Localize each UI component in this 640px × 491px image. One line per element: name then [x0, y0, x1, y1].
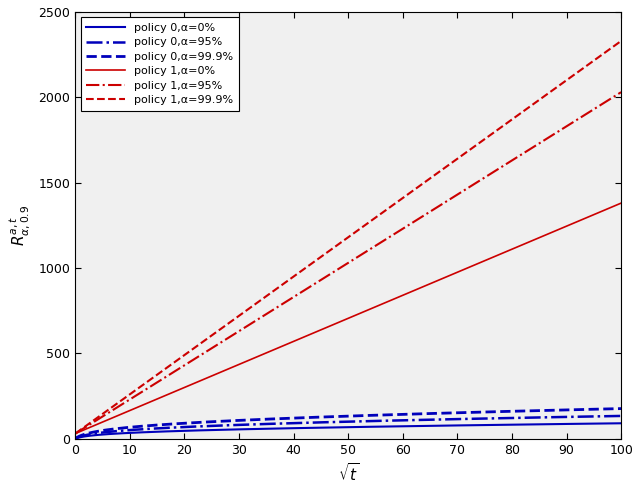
policy 0,α=95% — [72, 436, 79, 441]
policy 0,α=99.9% — [588, 407, 596, 412]
Legend: policy 0,α=0%, policy 0,α=95%, policy 0,α=99.9%, policy 1,α=0%, policy 1,α=95%, : policy 0,α=0%, policy 0,α=95%, policy 0,… — [81, 18, 239, 111]
policy 1,α=95% — [104, 410, 112, 416]
policy 0,α=0% — [588, 421, 596, 427]
policy 1,α=99.9% — [94, 414, 102, 420]
policy 1,α=95% — [617, 89, 625, 95]
policy 1,α=0% — [588, 213, 596, 218]
policy 0,α=95% — [339, 419, 346, 425]
policy 1,α=95% — [339, 264, 346, 270]
Line: policy 0,α=0%: policy 0,α=0% — [76, 423, 621, 438]
policy 0,α=0% — [339, 424, 346, 430]
policy 0,α=0% — [74, 435, 82, 441]
policy 0,α=95% — [588, 413, 596, 419]
policy 0,α=99.9% — [72, 436, 79, 441]
policy 1,α=0% — [94, 421, 102, 427]
policy 1,α=99.9% — [588, 59, 596, 65]
policy 1,α=0% — [104, 417, 112, 423]
policy 0,α=99.9% — [104, 427, 112, 433]
Line: policy 1,α=99.9%: policy 1,α=99.9% — [76, 41, 621, 434]
Y-axis label: $R_{\alpha,0.9}^{a,t}$: $R_{\alpha,0.9}^{a,t}$ — [7, 205, 31, 246]
policy 0,α=95% — [179, 424, 186, 430]
Line: policy 0,α=95%: policy 0,α=95% — [76, 416, 621, 438]
policy 0,α=0% — [179, 428, 186, 434]
policy 1,α=0% — [617, 200, 625, 206]
policy 0,α=95% — [617, 413, 625, 419]
policy 1,α=99.9% — [179, 354, 186, 359]
policy 1,α=99.9% — [74, 429, 82, 435]
policy 1,α=99.9% — [617, 38, 625, 44]
policy 0,α=0% — [94, 432, 102, 438]
policy 0,α=99.9% — [339, 413, 346, 419]
policy 1,α=99.9% — [339, 239, 346, 245]
policy 1,α=95% — [94, 416, 102, 422]
policy 1,α=95% — [588, 108, 596, 113]
Line: policy 1,α=95%: policy 1,α=95% — [76, 92, 621, 434]
policy 0,α=99.9% — [179, 420, 186, 426]
policy 0,α=0% — [72, 436, 79, 441]
Line: policy 0,α=99.9%: policy 0,α=99.9% — [76, 409, 621, 438]
policy 1,α=95% — [179, 364, 186, 370]
policy 1,α=95% — [72, 431, 79, 436]
policy 1,α=95% — [74, 429, 82, 435]
policy 0,α=99.9% — [94, 428, 102, 434]
X-axis label: $\sqrt{t}$: $\sqrt{t}$ — [338, 462, 359, 484]
policy 1,α=0% — [339, 318, 346, 324]
policy 1,α=0% — [74, 430, 82, 436]
policy 0,α=95% — [74, 435, 82, 440]
policy 0,α=99.9% — [74, 434, 82, 440]
policy 0,α=99.9% — [617, 406, 625, 411]
policy 0,α=95% — [104, 429, 112, 435]
policy 0,α=0% — [104, 431, 112, 437]
policy 0,α=95% — [94, 430, 102, 436]
policy 0,α=0% — [617, 420, 625, 426]
policy 1,α=99.9% — [72, 431, 79, 436]
policy 1,α=99.9% — [104, 407, 112, 413]
Line: policy 1,α=0%: policy 1,α=0% — [76, 203, 621, 434]
policy 1,α=0% — [179, 385, 186, 391]
policy 1,α=0% — [72, 431, 79, 436]
